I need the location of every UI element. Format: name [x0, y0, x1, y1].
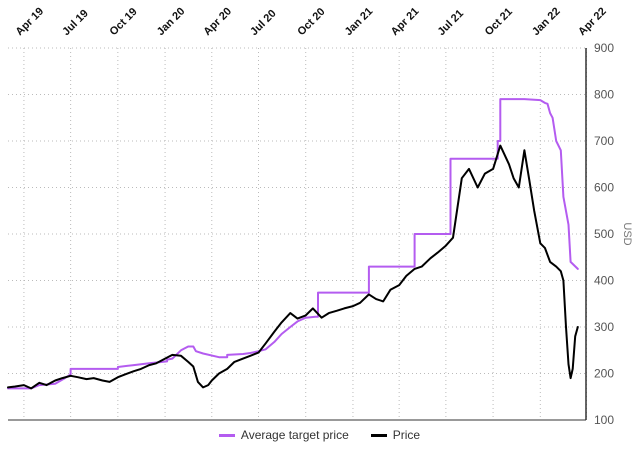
legend-label-target: Average target price — [240, 428, 349, 442]
x-tick-label: Jul 21 — [435, 8, 466, 39]
y-tick-label: 100 — [594, 413, 614, 427]
y-axis-title: USD — [621, 222, 633, 245]
series-layer — [7, 98, 579, 390]
legend-item-price[interactable]: Price — [370, 428, 421, 442]
x-tick-label: Jan 22 — [530, 5, 563, 38]
y-tick-label: 900 — [594, 41, 614, 55]
x-tick-label: Apr 22 — [576, 5, 609, 38]
legend-label-price: Price — [392, 428, 421, 442]
y-tick-label: 400 — [594, 274, 614, 288]
axis-layer — [8, 48, 587, 421]
x-tick-label: Jul 20 — [248, 8, 279, 39]
y-tick-label: 600 — [594, 181, 614, 195]
x-tick-label: Apr 20 — [201, 5, 234, 38]
x-tick-label: Apr 19 — [14, 5, 47, 38]
series-line-price[interactable] — [7, 144, 579, 390]
x-tick-label: Jan 21 — [343, 5, 376, 38]
y-tick-label: 800 — [594, 88, 614, 102]
x-tick-label: Oct 21 — [483, 6, 515, 38]
x-tick-label: Apr 21 — [389, 5, 422, 38]
y-tick-label: 200 — [594, 367, 614, 381]
legend: Average target price Price — [0, 428, 639, 442]
series-line-average-target-price[interactable] — [7, 98, 579, 390]
legend-item-target[interactable]: Average target price — [218, 428, 349, 442]
legend-swatch-target — [218, 433, 235, 437]
x-tick-label: Oct 19 — [107, 6, 139, 38]
y-tick-label: 500 — [594, 227, 614, 241]
legend-swatch-price — [370, 433, 387, 437]
x-tick-label: Jul 19 — [60, 8, 91, 39]
x-tick-label: Oct 20 — [295, 6, 327, 38]
grid-layer — [8, 47, 588, 421]
y-tick-label: 300 — [594, 320, 614, 334]
y-tick-label: 700 — [594, 134, 614, 148]
x-tick-label: Jan 20 — [155, 5, 188, 38]
